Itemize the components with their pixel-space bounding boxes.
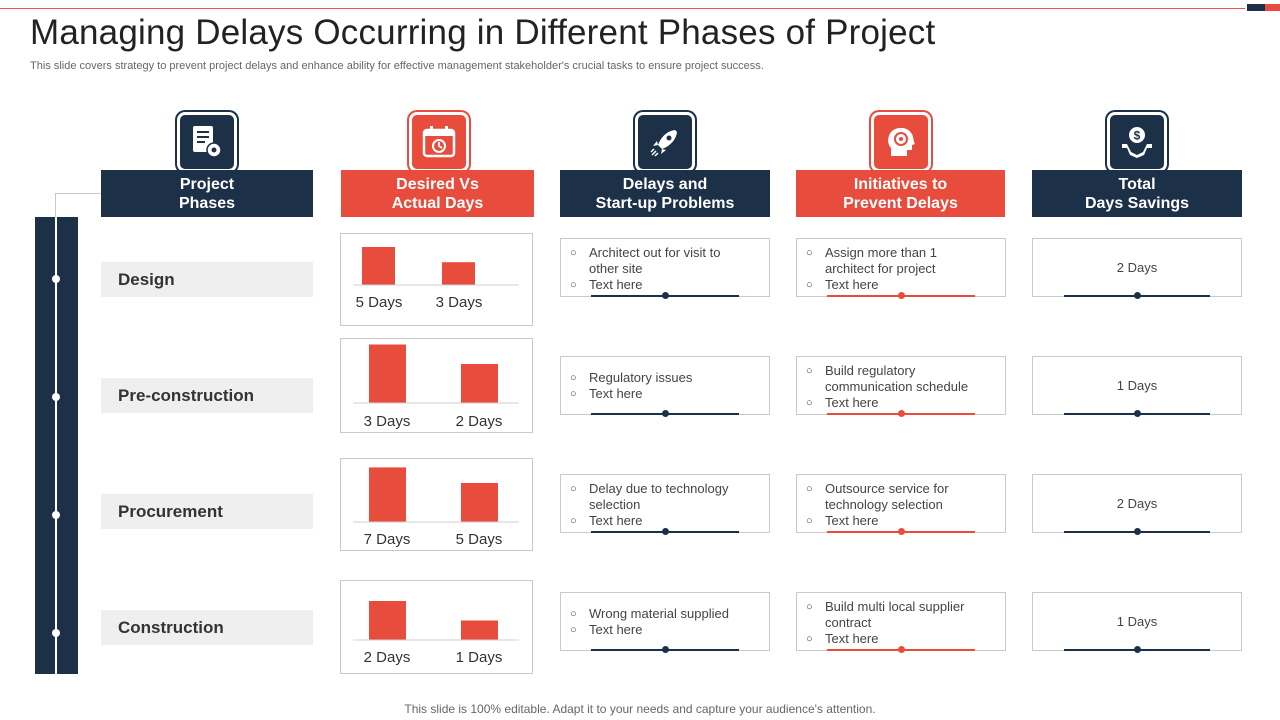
list-item: ○ Text here <box>570 386 643 401</box>
list-item: ○ Build regulatory communication schedule <box>806 363 969 394</box>
hand-money-icon: $ <box>1107 112 1167 172</box>
actual-days-label: 3 Days <box>435 294 483 311</box>
divider-dot <box>662 646 669 653</box>
actual-days-label: 1 Days <box>455 649 503 666</box>
savings-value: 1 Days <box>1116 614 1158 629</box>
svg-text:$: $ <box>1134 129 1141 143</box>
phase-design: Design <box>101 262 313 297</box>
initiative-card-procurement: ○ Outsource service for technology select… <box>796 474 1006 535</box>
corner-accent-red <box>1265 4 1280 11</box>
divider-dot <box>898 410 905 417</box>
bar-chart-svg <box>353 467 519 523</box>
actual-days-label: 2 Days <box>455 413 503 430</box>
list-item: ○ Outsource service for technology select… <box>806 481 949 512</box>
timeline-line <box>55 217 57 674</box>
divider-dot <box>898 646 905 653</box>
divider-dot <box>1134 646 1141 653</box>
rocket-icon <box>635 112 695 172</box>
list-item: ○ Build multi local supplier contract <box>806 599 965 630</box>
actual-days-bar <box>461 364 498 403</box>
header-project-phases: Project Phases <box>101 170 313 217</box>
timeline-dot <box>52 629 60 637</box>
divider-dot <box>898 528 905 535</box>
list-item: ○ Regulatory issues <box>570 370 693 385</box>
desired-days-bar <box>362 247 395 285</box>
savings-value: 2 Days <box>1116 260 1158 275</box>
calendar-clock-icon <box>409 112 469 172</box>
header-total-savings: Total Days Savings <box>1032 170 1242 217</box>
days-chart-construction: 2 Days 1 Days <box>340 580 533 674</box>
bar-chart-svg <box>353 247 519 286</box>
desired-days-label: 2 Days <box>363 649 411 666</box>
desired-days-bar <box>369 467 406 522</box>
corner-accent-dark <box>1247 4 1265 11</box>
problem-card-pre-construction: ○ Regulatory issues ○ Text here <box>560 356 770 417</box>
savings-card-pre-construction: 1 Days <box>1032 356 1242 417</box>
bar-chart-svg <box>353 344 519 404</box>
timeline-dot <box>52 393 60 401</box>
phase-procurement: Procurement <box>101 494 313 529</box>
list-item: ○ Text here <box>806 395 879 410</box>
page-title: Managing Delays Occurring in Different P… <box>30 13 936 52</box>
actual-days-bar <box>461 620 498 640</box>
timeline-connector-vertical <box>55 193 56 217</box>
head-gear-icon <box>871 112 931 172</box>
problem-card-design: ○ Architect out for visit to other site ○… <box>560 238 770 299</box>
timeline-connector <box>55 193 101 194</box>
days-chart-procurement: 7 Days 5 Days <box>340 458 533 551</box>
desired-days-bar <box>369 601 406 640</box>
list-item: ○ Text here <box>806 513 879 528</box>
desired-days-label: 5 Days <box>355 294 403 311</box>
list-item: ○ Text here <box>806 277 879 292</box>
list-item: ○ Text here <box>806 631 879 646</box>
savings-card-construction: 1 Days <box>1032 592 1242 653</box>
page-subtitle: This slide covers strategy to prevent pr… <box>30 60 764 72</box>
list-item: ○ Architect out for visit to other site <box>570 245 721 276</box>
savings-value: 2 Days <box>1116 496 1158 511</box>
list-item: ○ Text here <box>570 622 643 637</box>
divider-dot <box>1134 528 1141 535</box>
desired-days-label: 7 Days <box>363 531 411 548</box>
actual-days-bar <box>461 483 498 522</box>
desired-days-bar <box>369 344 406 403</box>
savings-value: 1 Days <box>1116 378 1158 393</box>
actual-days-bar <box>442 262 475 285</box>
days-chart-pre-construction: 3 Days 2 Days <box>340 338 533 433</box>
actual-days-label: 5 Days <box>455 531 503 548</box>
list-item: ○ Assign more than 1 architect for projec… <box>806 245 938 276</box>
header-desired-vs-actual: Desired Vs Actual Days <box>341 170 534 217</box>
savings-card-design: 2 Days <box>1032 238 1242 299</box>
list-item: ○ Text here <box>570 513 643 528</box>
divider-dot <box>662 528 669 535</box>
phase-construction: Construction <box>101 610 313 645</box>
header-initiatives: Initiatives to Prevent Delays <box>796 170 1005 217</box>
list-item: ○ Text here <box>570 277 643 292</box>
initiative-card-design: ○ Assign more than 1 architect for projec… <box>796 238 1006 299</box>
divider-dot <box>1134 292 1141 299</box>
top-accent-line <box>0 8 1245 9</box>
desired-days-label: 3 Days <box>363 413 411 430</box>
divider-dot <box>662 410 669 417</box>
list-item: ○ Delay due to technology selection <box>570 481 729 512</box>
initiative-card-pre-construction: ○ Build regulatory communication schedule… <box>796 356 1006 417</box>
header-delays-problems: Delays and Start-up Problems <box>560 170 770 217</box>
problem-card-construction: ○ Wrong material supplied ○ Text here <box>560 592 770 653</box>
list-item: ○ Wrong material supplied <box>570 606 729 621</box>
divider-dot <box>662 292 669 299</box>
problem-card-procurement: ○ Delay due to technology selection ○ Text… <box>560 474 770 535</box>
bar-chart-svg <box>353 601 519 641</box>
phase-pre-construction: Pre-construction <box>101 378 313 413</box>
initiative-card-construction: ○ Build multi local supplier contract ○ Te… <box>796 592 1006 653</box>
divider-dot <box>1134 410 1141 417</box>
footer-note: This slide is 100% editable. Adapt it to… <box>404 702 876 716</box>
timeline-dot <box>52 511 60 519</box>
timeline-dot <box>52 275 60 283</box>
divider-dot <box>898 292 905 299</box>
document-gear-icon <box>177 112 237 172</box>
days-chart-design: 5 Days 3 Days <box>340 233 533 326</box>
savings-card-procurement: 2 Days <box>1032 474 1242 535</box>
